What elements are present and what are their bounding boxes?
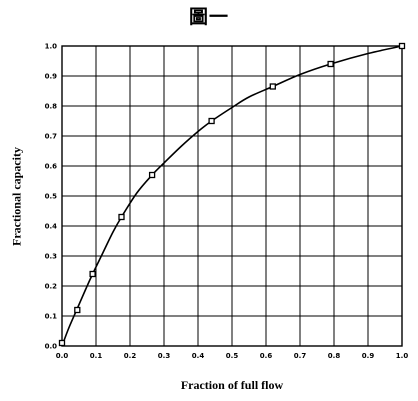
x-tick-label: 1.0: [396, 352, 409, 360]
x-tick-labels: 0.0 0.1 0.2 0.3 0.4 0.5 0.6 0.7 0.8 0.9 1.0: [56, 352, 409, 360]
data-point-marker: [327, 60, 334, 68]
x-tick-label: 0.7: [294, 352, 307, 360]
y-tick-label: 0.5: [45, 193, 58, 201]
plot-area-frame: [61, 45, 403, 347]
y-tick-label: 0.0: [45, 343, 58, 351]
y-tick-label: 0.7: [45, 133, 58, 141]
x-tick-label: 0.8: [328, 352, 341, 360]
y-tick-label: 0.9: [45, 73, 58, 81]
y-tick-label: 0.8: [45, 103, 58, 111]
data-point-marker: [58, 339, 66, 347]
x-tick-label: 0.1: [90, 352, 103, 360]
x-tick-label: 0.2: [124, 352, 137, 360]
x-tick-label: 0.0: [56, 352, 69, 360]
y-tick-label: 0.2: [45, 283, 58, 291]
y-tick-labels: 0.0 0.1 0.2 0.3 0.4 0.5 0.6 0.7 0.8 0.9 1.0: [45, 43, 58, 351]
x-tick-label: 0.9: [362, 352, 375, 360]
y-tick-label: 0.6: [45, 163, 58, 171]
x-tick-label: 0.4: [192, 352, 205, 360]
figure-title: 圖一: [188, 6, 229, 28]
y-axis-label: Fractional capacity: [9, 147, 24, 246]
y-tick-label: 0.3: [45, 253, 58, 261]
data-point-marker: [118, 213, 125, 221]
x-tick-label: 0.3: [158, 352, 171, 360]
fit-curve: [61, 45, 403, 347]
data-point-marker: [89, 270, 96, 278]
data-point-marker: [148, 171, 156, 179]
data-point-marker: [269, 83, 276, 90]
grid-lines: [61, 45, 403, 347]
x-axis-label: Fraction of full flow: [180, 378, 284, 392]
y-tick-label: 1.0: [45, 43, 58, 51]
data-point-marker: [208, 117, 215, 125]
x-tick-label: 0.5: [226, 352, 239, 360]
y-tick-label: 0.4: [45, 223, 58, 231]
y-tick-label: 0.1: [45, 313, 58, 321]
data-point-marker: [74, 306, 81, 314]
data-point-marker: [398, 42, 406, 50]
data-markers: [58, 42, 406, 347]
x-tick-label: 0.6: [260, 352, 273, 360]
